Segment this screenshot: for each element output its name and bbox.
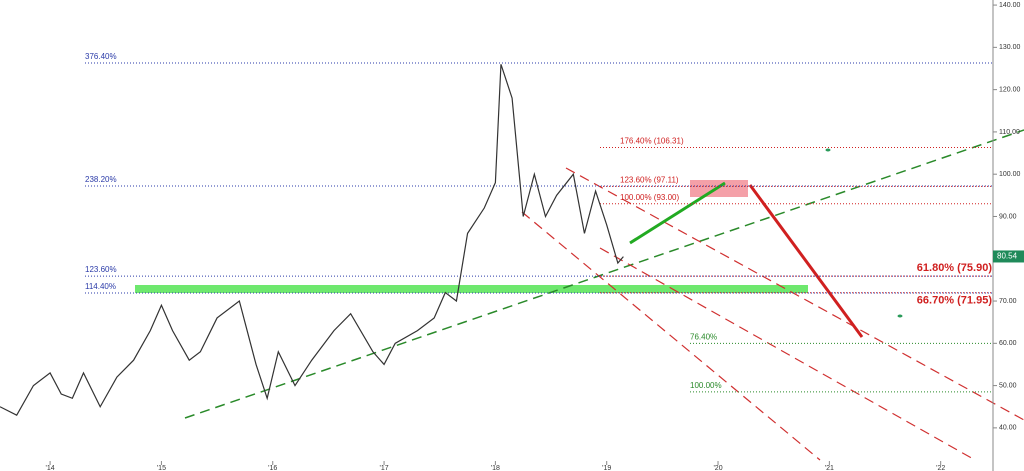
trend-line: [184, 129, 1024, 419]
fib-label: 61.80% (75.90): [917, 262, 993, 274]
fib-label: 123.60% (97.11): [620, 176, 679, 185]
y-tick-label: 100.00: [999, 171, 1021, 178]
x-tick-label: '19: [602, 465, 611, 471]
price-line: [0, 64, 624, 416]
y-tick-label: 120.00: [999, 86, 1021, 93]
y-tick-label: 110.00: [999, 129, 1020, 136]
projection-down: [748, 184, 864, 338]
marker: [897, 314, 903, 318]
x-tick-label: '16: [268, 465, 277, 471]
x-tick-label: '20: [713, 465, 722, 471]
fib-label: 376.40%: [85, 52, 117, 61]
y-tick-label: 50.00: [999, 382, 1017, 389]
fib-label: 76.40%: [690, 332, 717, 341]
fib-label: 114.40%: [85, 282, 116, 291]
fib-label: 100.00%: [690, 381, 722, 390]
x-tick-label: '17: [380, 465, 389, 471]
fib-label: 238.20%: [85, 175, 117, 184]
x-tick-label: '21: [825, 465, 834, 471]
fib-label: 100.00% (93.00): [620, 193, 679, 202]
channel-line: [599, 247, 976, 461]
x-tick-label: '14: [46, 465, 55, 471]
channel-line: [521, 211, 821, 461]
x-tick-label: '15: [157, 465, 166, 471]
y-tick-label: 40.00: [999, 425, 1017, 432]
last-price-label: 80.54: [997, 252, 1018, 261]
fib-label: 66.70% (71.95): [917, 295, 993, 307]
y-tick-label: 70.00: [999, 298, 1017, 305]
fib-label: 123.60%: [85, 265, 117, 274]
y-tick-label: 90.00: [999, 213, 1017, 220]
y-tick-label: 60.00: [999, 340, 1017, 347]
channel-line: [565, 167, 1024, 421]
x-tick-label: '22: [936, 465, 945, 471]
projection-up: [629, 181, 726, 245]
fib-label: 176.40% (106.31): [620, 137, 684, 146]
marker: [825, 148, 831, 152]
support-band: [135, 285, 808, 293]
last-price-badge: [993, 250, 1024, 263]
y-tick-label: 130.00: [999, 44, 1021, 51]
x-tick-label: '18: [491, 465, 500, 471]
y-tick-label: 140.00: [999, 2, 1021, 9]
